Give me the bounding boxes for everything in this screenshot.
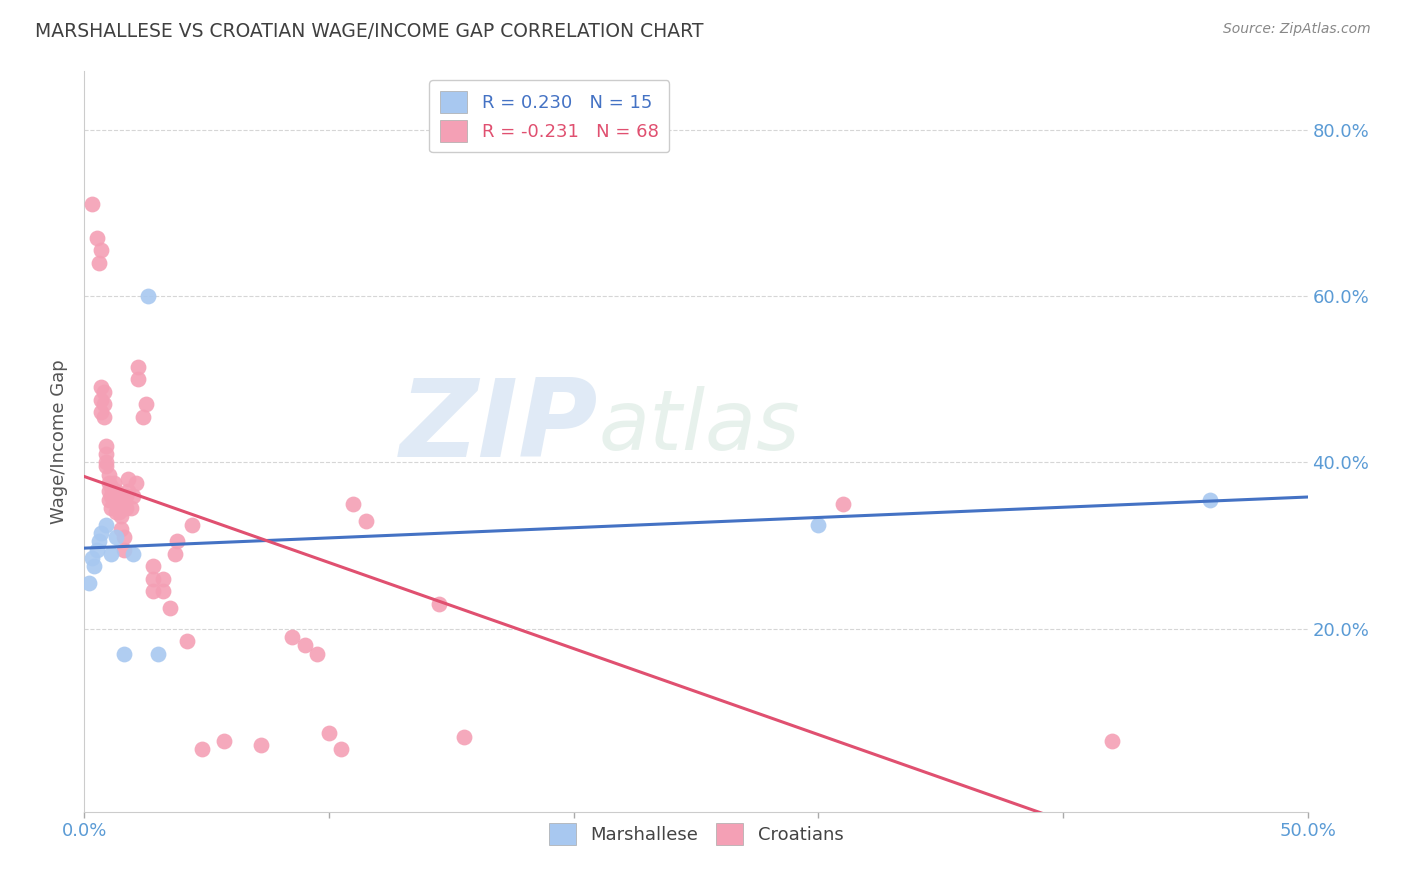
Point bbox=[100, 501, 122, 516]
Point bbox=[96, 439, 118, 453]
Point bbox=[97, 492, 120, 507]
Point bbox=[112, 647, 135, 661]
Point bbox=[86, 231, 108, 245]
Point bbox=[105, 530, 128, 544]
Point bbox=[93, 384, 115, 399]
Point bbox=[1198, 492, 1220, 507]
Point bbox=[90, 405, 112, 419]
Point bbox=[112, 530, 135, 544]
Point bbox=[100, 547, 122, 561]
Point bbox=[80, 551, 103, 566]
Point bbox=[96, 447, 118, 461]
Legend: Marshallese, Croatians: Marshallese, Croatians bbox=[540, 814, 852, 855]
Point bbox=[90, 392, 112, 407]
Point bbox=[110, 522, 132, 536]
Point bbox=[117, 472, 139, 486]
Point bbox=[142, 572, 165, 586]
Point bbox=[97, 467, 120, 482]
Point bbox=[146, 647, 169, 661]
Point bbox=[127, 359, 149, 374]
Point bbox=[103, 484, 125, 499]
Point bbox=[135, 397, 157, 411]
Point bbox=[100, 489, 122, 503]
Point bbox=[1101, 734, 1123, 748]
Point bbox=[80, 197, 103, 211]
Point bbox=[142, 584, 165, 599]
Point bbox=[122, 489, 145, 503]
Text: ZIP: ZIP bbox=[399, 374, 598, 480]
Point bbox=[163, 547, 186, 561]
Point bbox=[176, 634, 198, 648]
Point bbox=[105, 492, 128, 507]
Point bbox=[342, 497, 364, 511]
Point bbox=[330, 742, 353, 756]
Point bbox=[90, 526, 112, 541]
Point bbox=[191, 742, 214, 756]
Point bbox=[427, 597, 450, 611]
Point bbox=[103, 476, 125, 491]
Point bbox=[115, 489, 138, 503]
Point bbox=[93, 409, 115, 424]
Point bbox=[105, 505, 128, 519]
Point bbox=[152, 584, 174, 599]
Point bbox=[87, 534, 110, 549]
Point bbox=[103, 492, 125, 507]
Point bbox=[831, 497, 853, 511]
Point bbox=[294, 638, 316, 652]
Point bbox=[110, 509, 132, 524]
Point bbox=[354, 514, 377, 528]
Point bbox=[93, 397, 115, 411]
Point bbox=[115, 501, 138, 516]
Point bbox=[100, 480, 122, 494]
Point bbox=[249, 738, 271, 752]
Point bbox=[181, 517, 204, 532]
Point bbox=[127, 372, 149, 386]
Point bbox=[77, 576, 100, 591]
Point bbox=[90, 244, 112, 258]
Point bbox=[83, 559, 105, 574]
Point bbox=[86, 542, 108, 557]
Text: Source: ZipAtlas.com: Source: ZipAtlas.com bbox=[1223, 22, 1371, 37]
Point bbox=[96, 459, 118, 474]
Point bbox=[96, 517, 118, 532]
Point bbox=[90, 380, 112, 394]
Text: MARSHALLESE VS CROATIAN WAGE/INCOME GAP CORRELATION CHART: MARSHALLESE VS CROATIAN WAGE/INCOME GAP … bbox=[35, 22, 703, 41]
Point bbox=[453, 730, 475, 744]
Point bbox=[107, 505, 129, 519]
Point bbox=[125, 476, 148, 491]
Text: atlas: atlas bbox=[598, 386, 800, 467]
Point bbox=[807, 517, 830, 532]
Point bbox=[97, 484, 120, 499]
Point bbox=[122, 547, 145, 561]
Point bbox=[318, 725, 340, 739]
Y-axis label: Wage/Income Gap: Wage/Income Gap bbox=[51, 359, 69, 524]
Point bbox=[166, 534, 188, 549]
Point bbox=[305, 647, 328, 661]
Point bbox=[132, 409, 155, 424]
Point bbox=[152, 572, 174, 586]
Point bbox=[112, 542, 135, 557]
Point bbox=[136, 289, 159, 303]
Point bbox=[96, 455, 118, 469]
Point bbox=[120, 501, 142, 516]
Point bbox=[281, 630, 304, 644]
Point bbox=[105, 484, 128, 499]
Point bbox=[87, 255, 110, 269]
Point bbox=[212, 734, 235, 748]
Point bbox=[97, 476, 120, 491]
Point bbox=[159, 601, 181, 615]
Point bbox=[107, 492, 129, 507]
Point bbox=[117, 484, 139, 499]
Point bbox=[142, 559, 165, 574]
